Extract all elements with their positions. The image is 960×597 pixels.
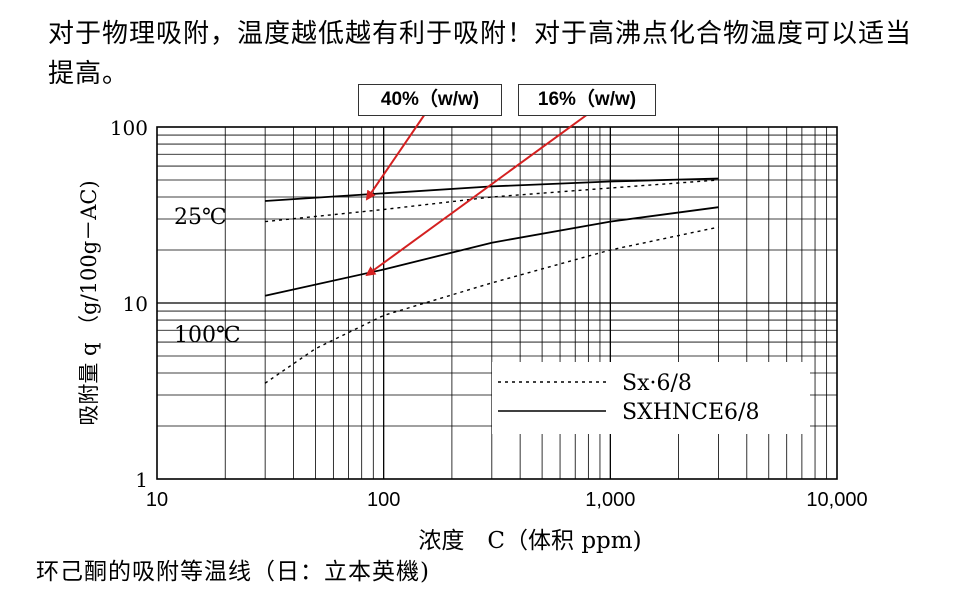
header-note: 对于物理吸附，温度越低越有利于吸附！对于高沸点化合物温度可以适当提高。 <box>48 19 913 89</box>
callout-16-percent: 16%（w/w) <box>518 84 656 116</box>
callout-arrow-16 <box>365 113 589 277</box>
callout-arrow-40 <box>365 113 426 201</box>
figure-caption: 环己酮的吸附等温线（日：立本英機) <box>36 559 430 585</box>
y-axis-label: 吸附量 q （g/100g－AC) <box>77 180 101 425</box>
series-line-1 <box>265 177 719 202</box>
series-line-0 <box>265 179 719 223</box>
legend-label-sx: Sx·6/8 <box>622 371 692 396</box>
series-layer <box>264 177 719 384</box>
y-tick-label: 100 <box>110 116 148 140</box>
y-tick-label: 10 <box>123 292 148 316</box>
legend: Sx·6/8 SXHNCE6/8 <box>492 362 810 434</box>
x-tick-label: 1,000 <box>585 489 635 511</box>
y-tick-label: 1 <box>135 468 148 492</box>
callout-40-percent: 40%（w/w) <box>358 84 502 116</box>
plot-frame <box>156 126 838 480</box>
legend-label-sxhnce: SXHNCE6/8 <box>622 400 759 425</box>
label-100c: 100℃ <box>174 323 241 348</box>
label-25c: 25℃ <box>174 205 227 230</box>
x-axis-label: 浓度 C（体积 ppm) <box>418 528 641 554</box>
x-tick-label: 10,000 <box>806 489 867 511</box>
series-line-2 <box>264 226 719 384</box>
legend-box <box>492 362 810 434</box>
x-tick-label: 10 <box>146 489 168 511</box>
series-line-3 <box>264 206 719 297</box>
x-tick-label: 100 <box>367 489 400 511</box>
